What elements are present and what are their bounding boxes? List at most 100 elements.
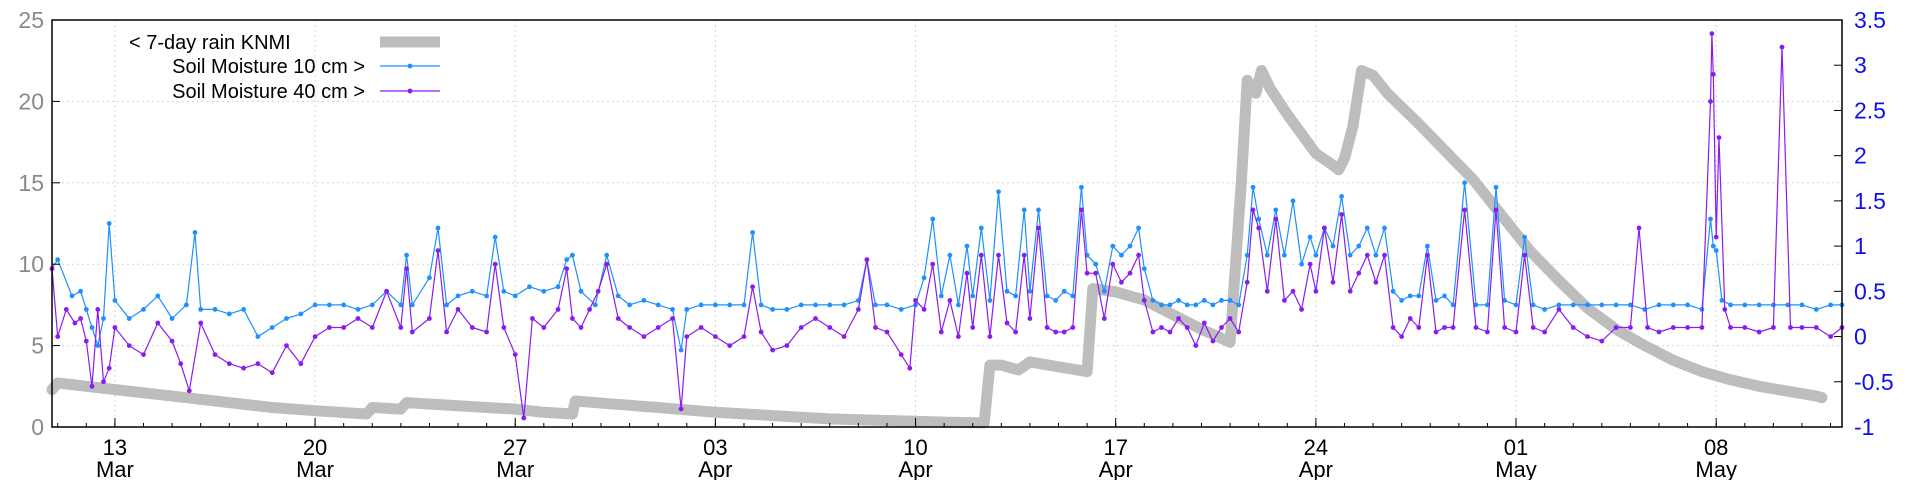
x-tick-label: 01 — [1504, 435, 1528, 460]
soil-moisture-point — [1716, 135, 1722, 141]
soil-moisture-point — [269, 325, 275, 330]
soil-moisture-point — [1313, 252, 1319, 258]
soil-moisture-point — [1282, 252, 1287, 258]
soil-moisture-point — [1313, 288, 1319, 294]
soil-moisture-point — [469, 288, 475, 294]
soil-moisture-point — [112, 325, 118, 330]
soil-moisture-point — [898, 307, 904, 312]
soil-moisture-point — [1201, 298, 1207, 303]
soil-moisture-point — [1390, 325, 1396, 330]
soil-moisture-point — [930, 261, 936, 267]
soil-moisture-point — [1399, 334, 1404, 339]
soil-moisture-point — [1290, 198, 1296, 204]
x-tick-month: Apr — [1099, 457, 1133, 480]
soil-moisture-point — [1136, 225, 1141, 231]
soil-moisture-point — [1101, 316, 1107, 321]
soil-moisture-point — [1004, 320, 1010, 326]
soil-moisture-point — [1330, 243, 1336, 249]
soil-moisture-point — [564, 266, 570, 272]
soil-moisture-point — [1542, 329, 1547, 335]
soil-moisture-point — [169, 316, 175, 321]
soil-moisture-point — [1290, 288, 1296, 294]
soil-moisture-point — [1713, 248, 1719, 254]
soil-moisture-point — [670, 316, 675, 321]
soil-moisture-point — [1636, 225, 1642, 231]
soil-moisture-point — [530, 316, 535, 321]
soil-moisture-point — [409, 329, 415, 335]
soil-moisture-point — [884, 302, 890, 308]
soil-moisture-point — [1004, 288, 1010, 294]
soil-moisture-point — [1522, 234, 1527, 240]
soil-moisture-point — [284, 316, 289, 321]
soil-moisture-point — [1356, 270, 1362, 276]
soil-moisture-point — [1219, 325, 1224, 330]
soil-moisture-point — [1347, 288, 1353, 294]
x-tick-month: May — [1495, 457, 1537, 480]
soil-moisture-point — [1193, 302, 1199, 308]
soil-moisture-point — [1522, 252, 1527, 258]
soil-moisture-point — [1330, 279, 1336, 285]
right-tick-label: 2 — [1854, 143, 1867, 169]
soil-moisture-point — [1670, 302, 1676, 308]
legend-swatch-marker — [407, 88, 413, 94]
soil-moisture-point — [1184, 302, 1190, 308]
soil-moisture-point — [827, 302, 833, 308]
soil-moisture-point — [1110, 243, 1116, 249]
soil-moisture-point — [1093, 270, 1099, 276]
soil-moisture-point — [1273, 207, 1279, 213]
soil-moisture-point — [1530, 302, 1536, 308]
soil-moisture-point — [501, 288, 507, 294]
soil-moisture-point — [427, 316, 432, 321]
soil-moisture-point — [455, 307, 461, 312]
soil-moisture-point — [1407, 293, 1413, 299]
x-tick-month: Mar — [496, 457, 534, 480]
x-tick-label: 03 — [703, 435, 727, 460]
soil-moisture-point — [1628, 302, 1633, 308]
soil-moisture-point — [55, 334, 61, 339]
soil-moisture-point — [641, 298, 647, 303]
soil-moisture-point — [1728, 302, 1733, 308]
soil-moisture-point — [1159, 325, 1164, 330]
soil-moisture-point — [827, 325, 833, 330]
soil-moisture-point — [1136, 252, 1141, 258]
soil-moisture-point — [884, 329, 890, 335]
soil-moisture-point — [1159, 302, 1164, 308]
soil-moisture-point — [1473, 325, 1479, 330]
soil-moisture-point — [970, 293, 976, 299]
soil-moisture-point — [698, 325, 704, 330]
soil-moisture-point — [1061, 329, 1067, 335]
soil-moisture-point — [578, 325, 584, 330]
left-tick-label: 15 — [18, 170, 44, 196]
soil-moisture-point — [78, 288, 83, 294]
soil-moisture-point — [241, 307, 247, 312]
soil-moisture-point — [284, 343, 289, 348]
soil-moisture-point — [913, 298, 918, 303]
soil-moisture-point — [1542, 307, 1547, 312]
soil-moisture-point — [1061, 288, 1067, 294]
soil-moisture-point — [1184, 325, 1190, 330]
soil-moisture-point — [1141, 266, 1147, 272]
soil-moisture-point — [527, 284, 532, 290]
soil-moisture-point — [1256, 225, 1262, 231]
soil-moisture-point — [655, 302, 661, 308]
soil-moisture-point — [1628, 325, 1633, 330]
soil-moisture-point — [750, 230, 755, 235]
soil-moisture-point — [1645, 325, 1650, 330]
soil-moisture-point — [938, 329, 944, 335]
soil-moisture-point — [435, 225, 441, 231]
soil-moisture-point — [186, 388, 192, 394]
soil-moisture-point — [1364, 252, 1370, 258]
soil-moisture-point — [1416, 293, 1422, 299]
soil-moisture-point — [484, 329, 489, 335]
soil-moisture-point — [369, 302, 375, 308]
soil-moisture-point — [169, 338, 175, 344]
axis-ticks: 0510152025-1-0.500.511.522.533.513Mar20M… — [18, 7, 1893, 480]
soil-moisture-point — [1599, 338, 1605, 344]
soil-moisture-point — [1236, 329, 1242, 335]
soil-moisture-point — [1585, 302, 1590, 308]
soil-moisture-point — [1176, 316, 1181, 321]
soil-moisture-point — [1425, 252, 1430, 258]
soil-moisture-point — [1127, 243, 1133, 249]
left-tick-label: 0 — [31, 414, 44, 440]
